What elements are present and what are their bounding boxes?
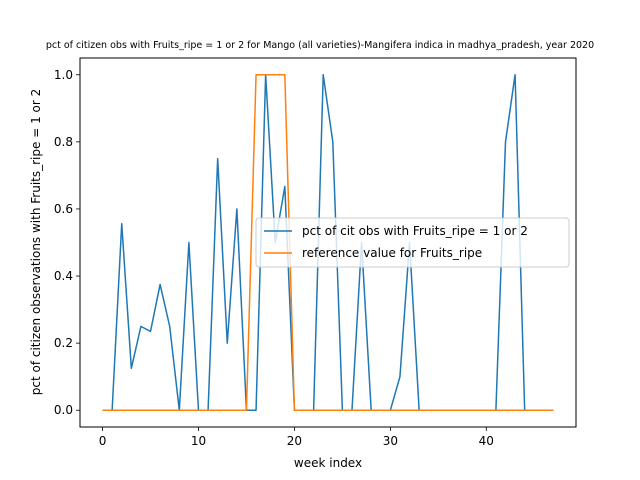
x-tick-label: 0 xyxy=(99,434,107,448)
x-axis-label: week index xyxy=(294,456,362,470)
y-tick-label: 0.4 xyxy=(54,269,73,283)
x-tick-label: 30 xyxy=(383,434,398,448)
y-tick-label: 0.0 xyxy=(54,403,73,417)
chart-title: pct of citizen obs with Fruits_ripe = 1 … xyxy=(46,40,594,51)
ticks-layer: 0 10 20 30 40 0.0 0.2 0.4 0.6 0.8 1.0 xyxy=(54,68,494,448)
legend-label-series-1: pct of cit obs with Fruits_ripe = 1 or 2 xyxy=(302,224,528,238)
series-line-2 xyxy=(102,74,554,411)
y-axis-label: pct of citizen observations with Fruits_… xyxy=(29,89,43,395)
y-tick-label: 0.8 xyxy=(54,135,73,149)
plot-frame xyxy=(79,57,577,428)
legend-label-series-2: reference value for Fruits_ripe xyxy=(302,246,482,260)
x-tick-label: 40 xyxy=(479,434,494,448)
x-tick-label: 20 xyxy=(287,434,302,448)
legend-box xyxy=(255,217,570,268)
series-layer xyxy=(102,74,554,411)
y-tick-label: 0.2 xyxy=(54,336,73,350)
legend: pct of cit obs with Fruits_ripe = 1 or 2… xyxy=(255,217,570,268)
y-tick-label: 1.0 xyxy=(54,68,73,82)
y-tick-label: 0.6 xyxy=(54,202,73,216)
x-tick-label: 10 xyxy=(191,434,206,448)
